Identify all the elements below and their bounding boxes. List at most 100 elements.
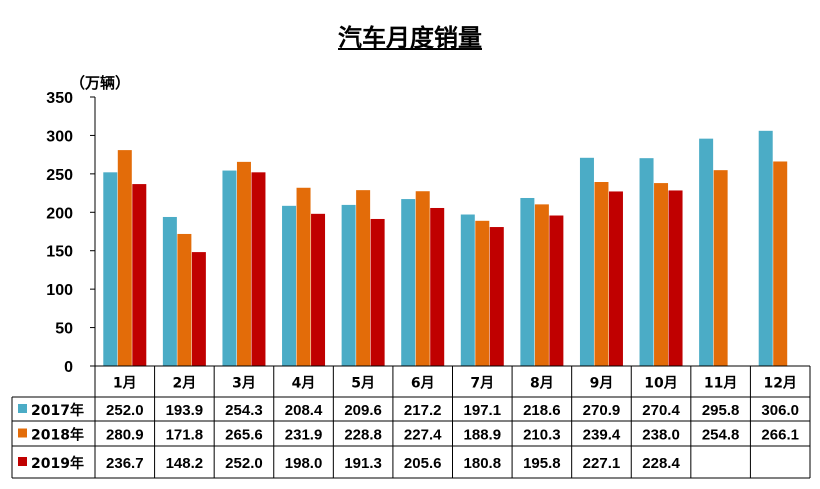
- bar: [608, 191, 623, 366]
- legend-swatch: [18, 404, 27, 413]
- data-table-value: 231.9: [285, 427, 323, 444]
- bar: [356, 190, 371, 366]
- data-table-value: 254.8: [702, 427, 740, 444]
- bar: [282, 205, 297, 366]
- data-table-value: 227.1: [583, 455, 621, 472]
- data-table-value: 236.7: [106, 455, 144, 472]
- data-table-value: 193.9: [166, 402, 204, 419]
- y-axis: 0 50 100 150 200 250 300 350: [46, 90, 96, 376]
- data-table-value: 270.4: [642, 402, 680, 419]
- bar: [654, 183, 669, 366]
- y-tick-label: 300: [46, 128, 73, 145]
- bar: [668, 190, 683, 366]
- bar: [520, 197, 535, 366]
- bar: [713, 170, 728, 366]
- bar: [191, 252, 206, 366]
- x-category-label: 5月: [351, 376, 375, 392]
- bar: [222, 170, 237, 366]
- legend-swatch: [18, 428, 27, 438]
- x-category-label: 6月: [411, 376, 435, 392]
- bar: [534, 204, 549, 366]
- x-category-label: 10月: [644, 376, 677, 392]
- bar: [489, 227, 504, 366]
- bar: [773, 161, 788, 366]
- data-table-value: 208.4: [285, 402, 323, 419]
- legend-series-name: 2017年: [31, 402, 84, 419]
- bar: [132, 184, 147, 366]
- bar: [475, 220, 490, 366]
- data-table-value: 295.8: [702, 402, 740, 419]
- data-table-value: 180.8: [464, 455, 502, 472]
- data-table-value: 280.9: [106, 427, 144, 444]
- data-table-value: 218.6: [523, 402, 561, 419]
- y-tick-label: 250: [46, 167, 73, 184]
- data-table-value: 171.8: [166, 427, 204, 444]
- y-tick-label: 150: [46, 244, 73, 261]
- data-table-value: 198.0: [285, 455, 323, 472]
- bar: [415, 191, 430, 366]
- data-table-value: 205.6: [404, 455, 442, 472]
- legend-swatch: [18, 457, 27, 466]
- data-table-value: 228.4: [642, 455, 680, 472]
- x-category-label: 8月: [530, 376, 554, 392]
- data-table-value: 266.1: [761, 427, 799, 444]
- data-table-value: 191.3: [344, 455, 382, 472]
- bar: [699, 138, 714, 366]
- bar: [430, 207, 445, 366]
- bar: [162, 216, 177, 366]
- bars: [103, 130, 788, 366]
- data-table-value: 197.1: [464, 402, 502, 419]
- bar: [236, 161, 251, 366]
- data-table-value: 254.3: [225, 402, 263, 419]
- data-table-value: 239.4: [583, 427, 621, 444]
- bar: [311, 213, 326, 366]
- bar: [460, 214, 475, 366]
- y-axis-unit-label: （万辆）: [70, 74, 131, 92]
- data-table-value: 148.2: [166, 455, 204, 472]
- bar: [401, 199, 416, 366]
- data-table-value: 188.9: [464, 427, 502, 444]
- bar: [758, 130, 773, 366]
- data-table: 1月 2月 3月 4月 5月 6月 7月 8月 9月 10月 11月 12月 2017年 252.0 193…: [11, 365, 811, 479]
- bar: [117, 150, 132, 366]
- data-table-value: 195.8: [523, 455, 561, 472]
- bar: [370, 218, 385, 366]
- bar: [341, 204, 356, 366]
- data-table-value: 227.4: [404, 427, 442, 444]
- data-table-value: 238.0: [642, 427, 680, 444]
- y-tick-label: 200: [46, 205, 73, 222]
- bar: [251, 172, 266, 366]
- bar: [103, 172, 118, 366]
- data-table-value: 209.6: [344, 402, 382, 419]
- legend-series-name: 2018年: [31, 427, 84, 444]
- x-category-label: 4月: [292, 376, 316, 392]
- legend-series-name: 2019年: [31, 455, 84, 472]
- x-category-label: 3月: [232, 376, 256, 392]
- x-category-label: 7月: [470, 376, 494, 392]
- y-tick-label: 50: [55, 321, 73, 338]
- y-tick-label: 350: [46, 90, 73, 107]
- data-table-value: 306.0: [761, 402, 799, 419]
- y-tick-label: 100: [46, 282, 73, 299]
- y-tick-label: 0: [64, 359, 73, 376]
- bar: [177, 233, 192, 366]
- data-table-value: 217.2: [404, 402, 442, 419]
- bar: [594, 182, 609, 366]
- data-table-value: 265.6: [225, 427, 263, 444]
- data-table-value: 252.0: [225, 455, 263, 472]
- chart-title: 汽车月度销量: [338, 24, 482, 52]
- x-category-label: 11月: [704, 376, 737, 392]
- bar: [579, 157, 594, 366]
- x-category-label: 9月: [590, 376, 614, 392]
- bar: [639, 158, 654, 366]
- x-category-label: 2月: [173, 376, 197, 392]
- bar: [549, 215, 564, 366]
- data-table-value: 228.8: [344, 427, 382, 444]
- data-table-value: 252.0: [106, 402, 144, 419]
- x-category-label: 1月: [113, 376, 137, 392]
- bar: [296, 187, 311, 366]
- x-category-label: 12月: [763, 376, 796, 392]
- data-table-value: 210.3: [523, 427, 561, 444]
- data-table-value: 270.9: [583, 402, 621, 419]
